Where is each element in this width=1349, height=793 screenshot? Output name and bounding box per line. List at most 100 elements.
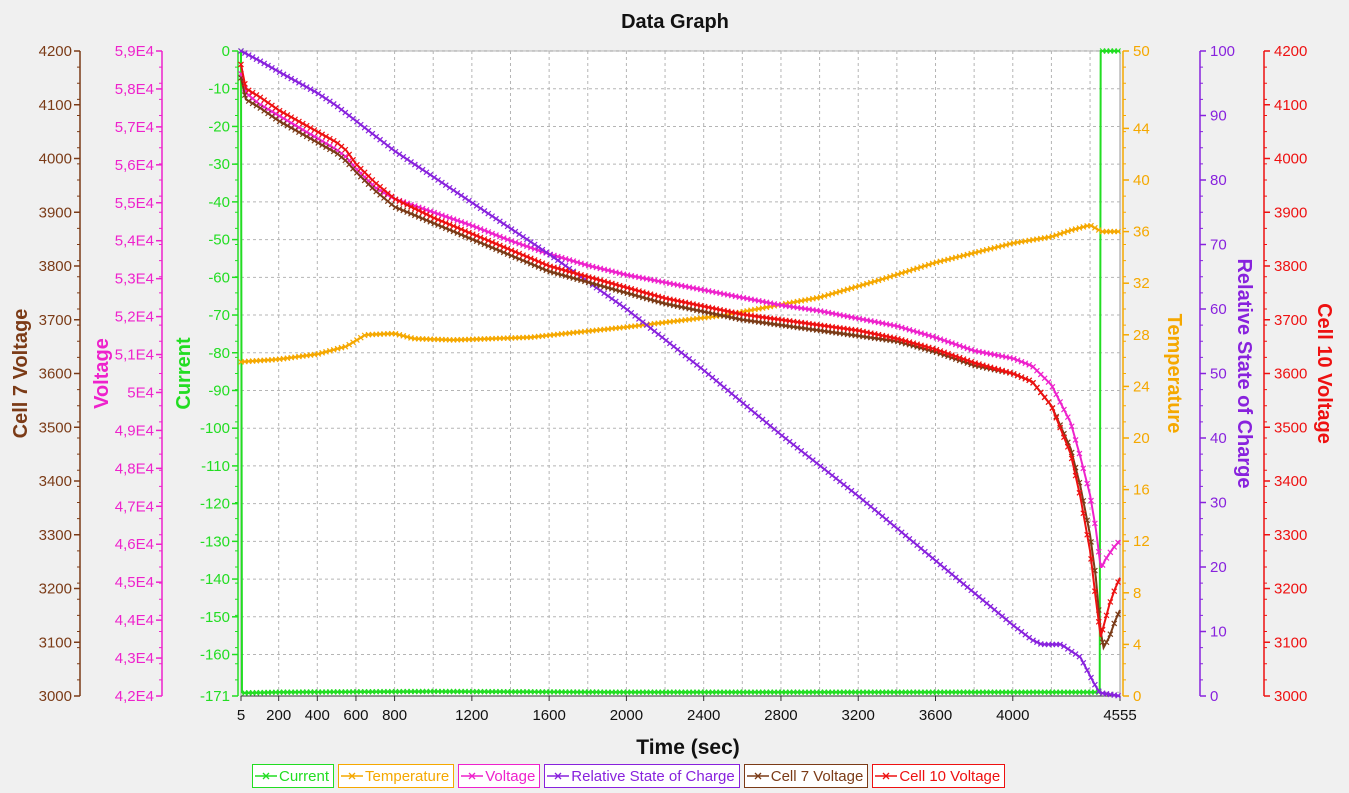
data-point — [1010, 622, 1017, 629]
x-tick-label: 2800 — [764, 707, 797, 724]
x-tick-label: 400 — [305, 707, 330, 724]
data-point — [929, 345, 936, 352]
data-point — [388, 201, 395, 208]
plot-area[interactable] — [240, 50, 1121, 697]
temperature-tick-label: 40 — [1133, 172, 1150, 189]
data-point — [323, 133, 329, 140]
data-point — [261, 97, 268, 103]
data-point — [1103, 639, 1110, 646]
data-point — [481, 227, 488, 234]
data-point — [253, 92, 260, 98]
data-point — [272, 115, 279, 122]
data-point — [353, 118, 360, 125]
data-point — [500, 235, 507, 241]
data-point — [1103, 555, 1110, 561]
legend-item[interactable]: Voltage — [458, 764, 541, 788]
data-point — [404, 202, 411, 208]
current-tick-label: -100 — [200, 420, 230, 437]
data-point — [578, 260, 584, 267]
data-point — [284, 122, 291, 129]
data-point — [408, 203, 414, 210]
data-point — [558, 254, 565, 261]
data-point — [1076, 489, 1083, 496]
data-point — [531, 241, 538, 248]
data-point — [527, 238, 534, 245]
data-point — [1091, 681, 1098, 688]
data-point — [396, 198, 403, 205]
voltage-tick-label: 5,5E4 — [115, 195, 154, 212]
data-point — [423, 169, 430, 176]
data-point — [914, 265, 921, 272]
data-point — [466, 229, 472, 236]
x-tick-label: 3600 — [919, 707, 952, 724]
data-point — [238, 61, 244, 68]
data-point — [369, 130, 376, 137]
data-point — [334, 103, 341, 110]
data-point — [1061, 406, 1067, 413]
cell7-tick-label: 4200 — [39, 43, 72, 60]
legend-item[interactable]: Cell 10 Voltage — [872, 764, 1006, 788]
data-point — [1111, 620, 1118, 627]
legend-label: Cell 10 Voltage — [899, 767, 1001, 785]
data-point — [319, 93, 326, 100]
legend-swatch-icon — [341, 772, 364, 780]
data-point — [620, 304, 627, 310]
cell7-axis-title: Cell 7 Voltage — [10, 309, 32, 439]
current-tick-label: -90 — [208, 382, 230, 399]
data-point — [257, 94, 264, 101]
data-point — [898, 270, 905, 277]
legend-swatch-icon — [875, 772, 898, 780]
data-point — [1018, 358, 1025, 365]
data-point — [543, 249, 550, 256]
data-point — [1095, 548, 1102, 555]
x-tick-label: 800 — [382, 707, 407, 724]
data-point — [458, 218, 465, 225]
data-point — [319, 142, 326, 148]
data-point — [280, 71, 287, 78]
data-point — [1057, 641, 1064, 648]
data-point — [253, 102, 260, 109]
data-point — [438, 179, 445, 186]
data-point — [1072, 436, 1079, 443]
data-point — [350, 339, 356, 346]
cell10-tick-label: 3000 — [1274, 688, 1307, 705]
data-point — [941, 337, 948, 344]
data-point — [265, 62, 271, 69]
data-point — [473, 224, 480, 231]
cell7-tick-label: 3100 — [39, 634, 72, 651]
cell10-tick-label: 4100 — [1274, 97, 1307, 114]
legend-item[interactable]: Temperature — [338, 764, 455, 788]
cell10-tick-label: 3700 — [1274, 312, 1307, 329]
legend-item[interactable]: Current — [252, 764, 335, 788]
legend-item[interactable]: Cell 7 Voltage — [743, 764, 869, 788]
data-point — [1068, 455, 1075, 462]
data-point — [427, 213, 434, 220]
data-point — [1107, 549, 1114, 556]
data-point — [238, 48, 244, 54]
data-point — [415, 214, 422, 220]
data-point — [489, 213, 496, 220]
legend-swatch-icon — [746, 772, 769, 780]
cell7-tick-label: 3700 — [39, 312, 72, 329]
data-point — [284, 73, 291, 80]
data-point — [1057, 399, 1064, 405]
current-tick-label: 0 — [222, 43, 230, 60]
data-point — [504, 223, 511, 230]
series-layer — [238, 48, 1121, 699]
data-point — [458, 226, 465, 233]
axes: 5 200 400 600 800 1200 1600 2000 2400 2800 3200 360… — [10, 43, 1335, 724]
data-point — [952, 353, 959, 360]
data-point — [346, 341, 353, 348]
data-point — [1018, 628, 1025, 635]
data-point — [1010, 370, 1017, 377]
temperature-tick-label: 44 — [1133, 120, 1150, 137]
data-point — [454, 217, 461, 224]
legend-item[interactable]: Relative State of Charge — [544, 764, 740, 788]
data-point — [937, 336, 944, 343]
current-tick-label: -110 — [201, 458, 230, 475]
data-point — [280, 120, 287, 127]
cell7-tick-label: 3000 — [39, 688, 72, 705]
data-point — [547, 251, 554, 258]
data-point — [299, 82, 306, 88]
data-point — [1064, 414, 1071, 421]
